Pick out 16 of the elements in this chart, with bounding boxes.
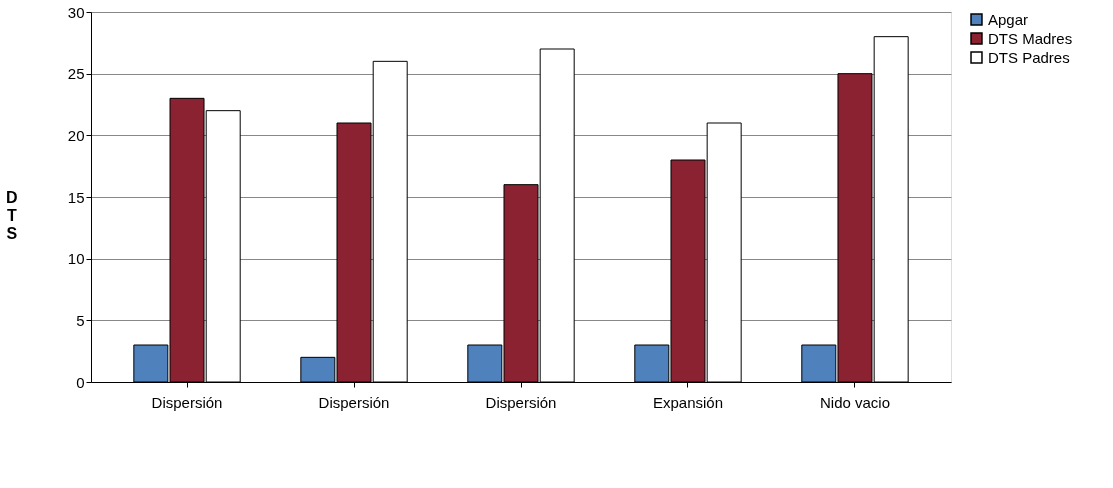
y-tick-label: 10 <box>67 250 85 268</box>
x-tick-label: Dispersión <box>318 393 390 411</box>
x-tick-label: Dispersión <box>151 393 223 411</box>
legend-label: DTS Padres <box>988 48 1070 66</box>
y-tick-label: 30 <box>67 3 85 21</box>
x-tick-label: Expansión <box>652 393 724 411</box>
x-tick-label: Dispersión <box>485 393 557 411</box>
y-tick-label: 5 <box>76 311 85 329</box>
y-tick-label: 15 <box>67 188 85 206</box>
y-tick-label: 25 <box>67 65 85 83</box>
y-tick-label: 20 <box>67 126 85 144</box>
legend-label: DTS Madres <box>988 29 1073 47</box>
legend-label: Apgar <box>988 10 1029 28</box>
y-axis-title: DTS <box>6 188 18 242</box>
x-tick-label: Nido vacio <box>819 393 890 411</box>
y-tick-label: 0 <box>76 373 85 391</box>
